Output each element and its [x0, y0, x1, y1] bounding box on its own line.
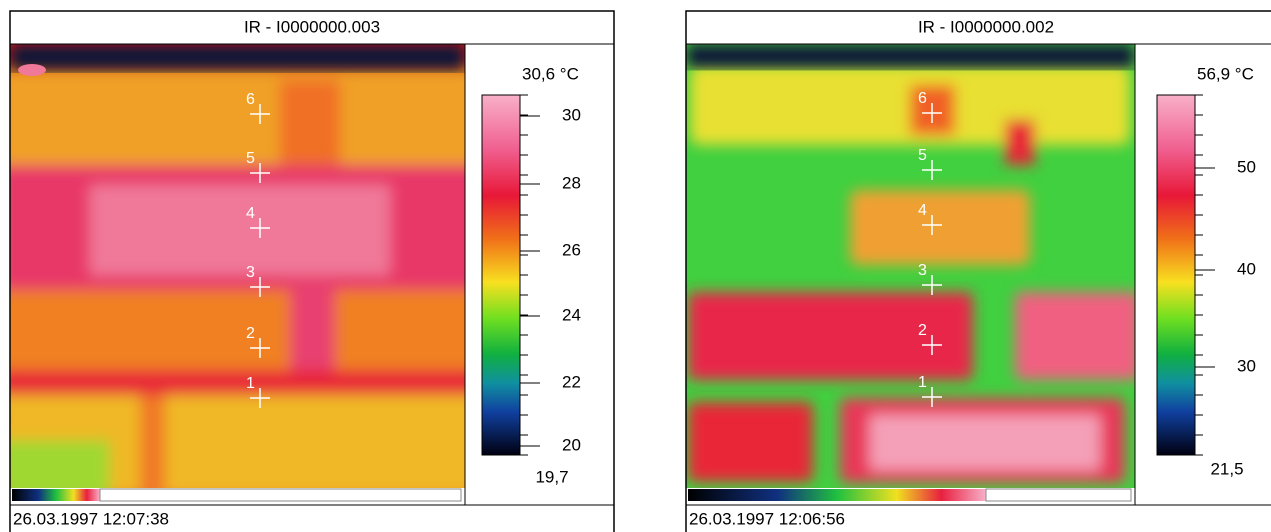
thermal-image — [10, 44, 465, 488]
panel-frame — [9, 10, 615, 532]
marker-cross — [250, 104, 270, 124]
scale-tick-label: 24 — [562, 305, 581, 324]
marker-cross — [922, 275, 942, 295]
color-scale — [481, 94, 521, 456]
panel-frame — [685, 10, 1271, 532]
marker-label: 5 — [918, 147, 927, 164]
marker-label: 6 — [246, 91, 255, 108]
marker-label: 4 — [246, 205, 255, 222]
timestamp: 26.03.1997 12:07:38 — [13, 509, 169, 528]
marker-cross — [922, 160, 942, 180]
panel-title: IR - I0000000.003 — [244, 17, 380, 36]
scale-tick-label: 22 — [562, 372, 581, 391]
scale-max: 30,6 °C — [522, 64, 579, 83]
marker-label: 6 — [918, 90, 927, 107]
marker-label: 3 — [246, 264, 255, 281]
marker-cross — [250, 218, 270, 238]
scale-tick-label: 20 — [562, 435, 581, 454]
marker-cross — [922, 335, 942, 355]
scale-tick-label: 30 — [562, 105, 581, 124]
marker-cross — [250, 338, 270, 358]
scale-tick-label: 28 — [562, 173, 581, 192]
scale-tick-label: 30 — [1237, 356, 1256, 375]
marker-cross — [250, 277, 270, 297]
marker-label: 2 — [918, 322, 927, 339]
marker-cross — [922, 387, 942, 407]
scale-min: 19,7 — [535, 467, 568, 486]
palette-strip — [12, 489, 100, 501]
marker-label: 1 — [918, 374, 927, 391]
palette-strip — [688, 489, 986, 501]
marker-cross — [922, 215, 942, 235]
marker-label: 3 — [918, 262, 927, 279]
marker-label: 2 — [246, 325, 255, 342]
scale-tick-label: 40 — [1237, 259, 1256, 278]
color-scale — [1156, 94, 1196, 456]
palette-strip-blank — [99, 488, 462, 502]
marker-label: 4 — [918, 202, 927, 219]
marker-cross — [250, 388, 270, 408]
scale-min: 21,5 — [1210, 459, 1243, 478]
thermal-image — [686, 44, 1135, 488]
timestamp: 26.03.1997 12:06:56 — [689, 509, 845, 528]
marker-cross — [922, 103, 942, 123]
panel-title: IR - I0000000.002 — [918, 17, 1054, 36]
scale-max: 56,9 °C — [1197, 64, 1254, 83]
marker-cross — [250, 163, 270, 183]
marker-label: 5 — [246, 150, 255, 167]
palette-strip-blank — [985, 488, 1132, 502]
scale-tick-label: 26 — [562, 240, 581, 259]
marker-label: 1 — [246, 375, 255, 392]
scale-tick-label: 50 — [1237, 157, 1256, 176]
